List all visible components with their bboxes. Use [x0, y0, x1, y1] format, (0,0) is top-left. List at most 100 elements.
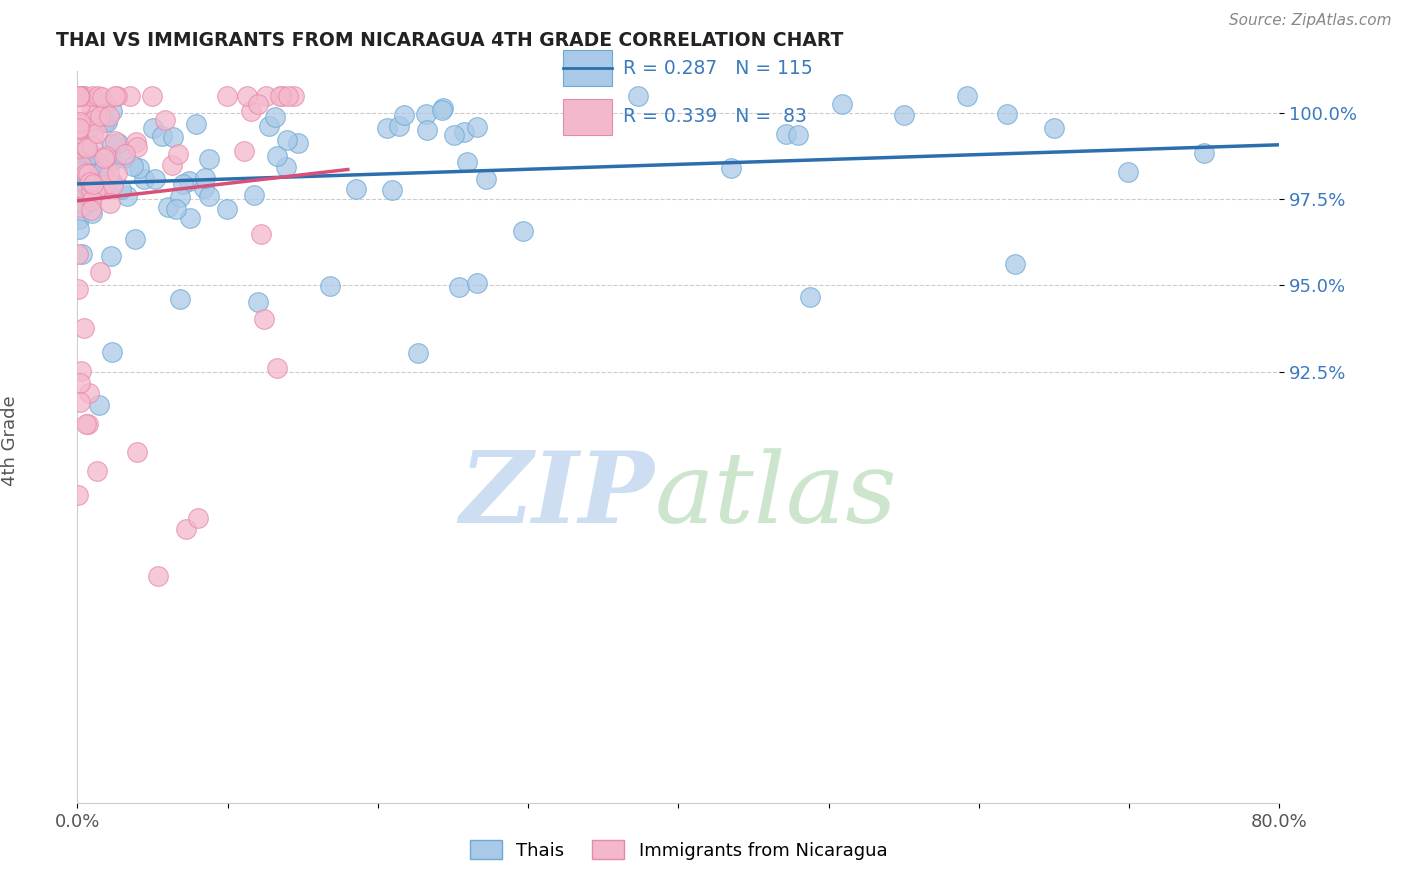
Point — [799, 290, 821, 304]
Point — [73, 198, 96, 212]
Point — [142, 120, 165, 135]
Point — [73, 171, 96, 186]
Point — [69, 161, 91, 175]
Point — [101, 345, 124, 359]
Point — [125, 135, 148, 149]
Point — [124, 231, 146, 245]
Point — [80, 120, 103, 134]
Point — [89, 265, 111, 279]
Point — [89, 156, 111, 170]
Point — [465, 276, 488, 290]
Point — [75, 166, 97, 180]
Point — [69, 200, 91, 214]
Point — [259, 120, 281, 134]
Point — [98, 167, 121, 181]
Point — [75, 141, 97, 155]
Point — [143, 172, 166, 186]
Point — [79, 175, 101, 189]
Point — [432, 101, 454, 115]
Point — [91, 163, 114, 178]
Point — [75, 417, 97, 432]
Point — [276, 133, 298, 147]
Point — [70, 173, 93, 187]
Point — [67, 127, 90, 141]
Point — [90, 90, 112, 104]
Point — [169, 292, 191, 306]
Point — [141, 89, 163, 103]
Point — [1194, 145, 1216, 160]
Point — [217, 202, 239, 217]
Point — [96, 114, 118, 128]
Point — [146, 568, 169, 582]
Point — [995, 107, 1018, 121]
Point — [198, 153, 221, 167]
Point — [236, 88, 259, 103]
Point — [114, 147, 136, 161]
Text: atlas: atlas — [654, 448, 897, 543]
FancyBboxPatch shape — [564, 99, 612, 135]
FancyBboxPatch shape — [564, 50, 612, 87]
Point — [474, 171, 496, 186]
Point — [253, 312, 276, 326]
Point — [787, 128, 810, 142]
Point — [72, 174, 94, 188]
Point — [1004, 257, 1026, 271]
Point — [153, 113, 176, 128]
Point — [86, 126, 108, 140]
Point — [831, 96, 853, 111]
Point — [453, 125, 475, 139]
Text: THAI VS IMMIGRANTS FROM NICARAGUA 4TH GRADE CORRELATION CHART: THAI VS IMMIGRANTS FROM NICARAGUA 4TH GR… — [56, 31, 844, 50]
Point — [94, 95, 117, 110]
Point — [83, 169, 105, 184]
Point — [105, 88, 128, 103]
Point — [1043, 120, 1066, 135]
Point — [184, 117, 207, 131]
Point — [266, 361, 288, 376]
Point — [80, 88, 103, 103]
Point — [107, 136, 129, 150]
Point — [77, 191, 100, 205]
Point — [82, 127, 104, 141]
Point — [98, 196, 121, 211]
Point — [72, 182, 94, 196]
Point — [76, 141, 98, 155]
Point — [110, 182, 132, 196]
Point — [76, 167, 98, 181]
Point — [93, 114, 115, 128]
Point — [84, 182, 107, 196]
Point — [167, 147, 190, 161]
Text: R = 0.339   N =  83: R = 0.339 N = 83 — [623, 107, 807, 126]
Point — [69, 147, 91, 161]
Point — [263, 110, 285, 124]
Point — [67, 488, 90, 502]
Point — [101, 153, 124, 168]
Point — [893, 108, 915, 122]
Point — [67, 115, 90, 129]
Point — [217, 88, 239, 103]
Point — [956, 88, 979, 103]
Point — [165, 202, 187, 216]
Point — [72, 321, 94, 335]
Point — [283, 88, 305, 103]
Point — [105, 165, 128, 179]
Point — [512, 224, 534, 238]
Point — [100, 137, 122, 152]
Text: 4th Grade: 4th Grade — [1, 395, 18, 486]
Point — [720, 161, 742, 175]
Point — [79, 148, 101, 162]
Point — [70, 364, 93, 378]
Point — [69, 88, 91, 103]
Point — [94, 149, 117, 163]
Point — [156, 200, 179, 214]
Point — [415, 107, 437, 121]
Point — [98, 109, 121, 123]
Point — [89, 109, 111, 123]
Point — [127, 445, 149, 459]
Point — [174, 522, 197, 536]
Point — [79, 202, 101, 217]
Point — [162, 129, 184, 144]
Point — [67, 211, 90, 226]
Point — [101, 177, 124, 191]
Point — [79, 152, 101, 166]
Point — [67, 247, 90, 261]
